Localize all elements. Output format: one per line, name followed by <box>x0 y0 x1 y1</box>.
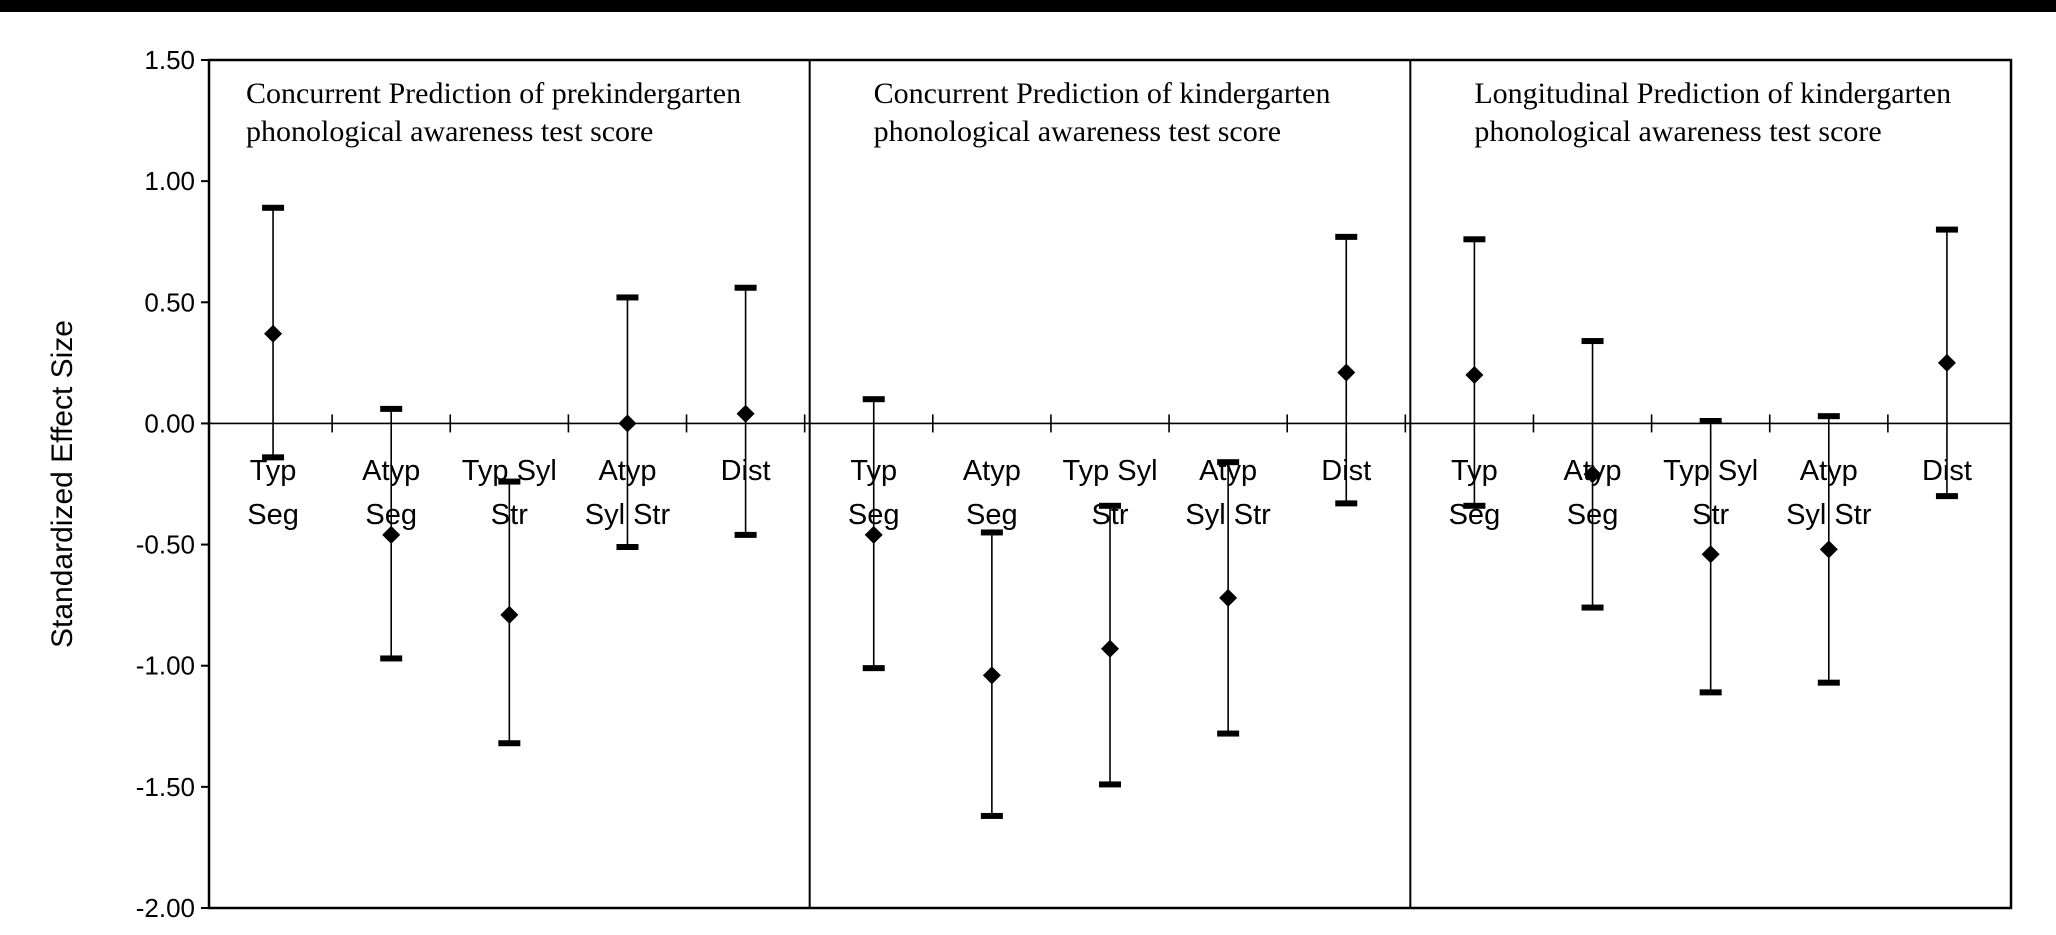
error-cap-low <box>1935 493 1958 500</box>
error-cap-low <box>616 543 639 550</box>
error-cap-low <box>1335 500 1358 507</box>
panels: Concurrent Prediction of prekindergarten… <box>209 60 2011 908</box>
y-tick-label: 1.50 <box>144 45 195 75</box>
point-marker <box>264 324 283 343</box>
y-axis-label: Standardized Effect Size <box>46 320 79 648</box>
error-cap-low <box>862 665 885 672</box>
point-marker <box>736 404 755 423</box>
error-cap-low <box>1581 604 1604 611</box>
plot-frame <box>207 58 2013 910</box>
error-cap-high <box>1699 418 1722 425</box>
error-cap-high <box>1817 413 1840 420</box>
panel-1: Concurrent Prediction of prekindergarten… <box>246 77 806 747</box>
y-tick-label: -1.00 <box>136 651 195 681</box>
error-cap-high <box>734 284 757 291</box>
error-cap-low <box>734 531 757 538</box>
point-marker <box>1937 353 1956 372</box>
error-cap-low <box>1217 730 1240 737</box>
y-tick-label: 0.50 <box>144 287 195 317</box>
point-marker <box>1583 465 1602 484</box>
error-cap-high <box>862 396 885 403</box>
error-cap-high <box>380 405 403 412</box>
point-marker <box>1701 545 1720 564</box>
error-cap-high <box>498 478 521 485</box>
error-cap-high <box>262 204 285 211</box>
error-cap-high <box>1335 233 1358 240</box>
panel-title-line: phonological awareness test score <box>874 115 1281 148</box>
point-marker <box>618 414 637 433</box>
point-marker <box>382 525 401 544</box>
y-tick-label: 1.00 <box>144 166 195 196</box>
point-marker <box>864 525 883 544</box>
panel-title-line: phonological awareness test score <box>246 115 653 148</box>
x-category-label: Typ Syl <box>1062 455 1157 487</box>
error-cap-low <box>1699 689 1722 696</box>
error-cap-low <box>380 655 403 662</box>
top-rule <box>0 0 2056 12</box>
point-marker <box>500 605 519 624</box>
panel-title-line: phonological awareness test score <box>1474 115 1881 148</box>
error-cap-low <box>498 740 521 747</box>
panel-title-line: Concurrent Prediction of prekindergarten <box>246 77 741 110</box>
y-tick-label: 0.00 <box>144 408 195 438</box>
error-cap-low <box>262 454 285 461</box>
x-category-label: Seg <box>966 499 1018 531</box>
y-tick-label: -0.50 <box>136 530 195 560</box>
error-cap-low <box>1817 679 1840 686</box>
panel-title-line: Longitudinal Prediction of kindergarten <box>1474 77 1951 110</box>
error-cap-high <box>1463 236 1486 243</box>
point-marker <box>982 666 1001 685</box>
point-marker <box>1219 588 1238 607</box>
point-marker <box>1101 639 1119 658</box>
error-cap-high <box>980 529 1003 536</box>
error-cap-low <box>1099 781 1121 788</box>
x-category-label: Seg <box>247 499 299 531</box>
x-category-label: Atyp <box>963 455 1021 487</box>
y-tick-label: -1.50 <box>136 772 195 802</box>
error-cap-high <box>1099 502 1121 509</box>
point-marker <box>1465 365 1484 384</box>
error-cap-high <box>1217 459 1240 466</box>
point-marker <box>1337 363 1356 382</box>
error-cap-high <box>616 294 639 301</box>
error-cap-high <box>1581 338 1604 345</box>
panel-2: Concurrent Prediction of kindergarten pho… <box>808 60 1407 908</box>
panel-3: Longitudinal Prediction of kindergarten p… <box>1409 60 1972 908</box>
panel-title-line: Concurrent Prediction of kindergarten <box>874 77 1331 110</box>
y-tick-label: -2.00 <box>136 893 195 923</box>
y-ticks: 1.50 1.00 0.50 0.00 -0.50 -1.00 -1.50 -2.00 <box>136 45 209 923</box>
error-cap-high <box>1935 226 1958 233</box>
point-marker <box>1819 540 1838 559</box>
error-cap-low <box>1463 502 1486 509</box>
error-cap-low <box>980 812 1003 819</box>
